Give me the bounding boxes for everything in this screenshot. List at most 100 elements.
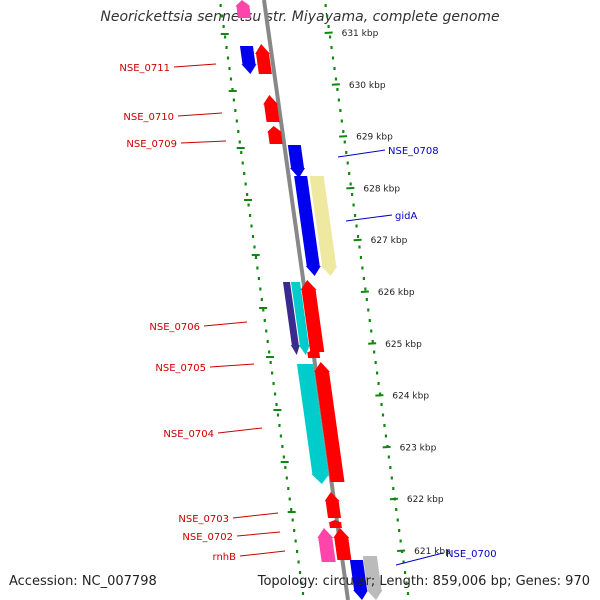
leader-line — [203, 321, 248, 327]
kbp-tick-mark — [331, 83, 340, 86]
track-dot — [405, 581, 408, 585]
track-dot — [389, 466, 392, 469]
kbp-tick-label: 627 kbp — [371, 236, 408, 246]
track-dot — [383, 424, 386, 427]
track-dot — [327, 25, 330, 28]
gene-feature-pink — [235, 0, 252, 18]
gene-feature-nse0706 — [300, 280, 325, 352]
leader-line — [232, 512, 279, 519]
kbp-tick-labels: 631 kbp 630 kbp 629 kbp 628 kbp 627 kbp 626 k… — [342, 29, 451, 557]
track-dot — [384, 434, 388, 438]
track-dot — [232, 98, 235, 102]
gene-label: rnhB — [213, 552, 237, 563]
gene-feature-rnhB-pink — [317, 528, 336, 562]
track-dot — [301, 592, 305, 595]
tick-marks — [220, 31, 406, 552]
track-dot — [326, 14, 329, 18]
leader-line — [337, 149, 386, 158]
label-leader-lines — [173, 63, 444, 566]
gene-label: NSE_0710 — [123, 112, 174, 123]
track-dot — [269, 361, 272, 364]
track-dot — [240, 151, 243, 154]
track-dot — [268, 350, 271, 354]
track-dot — [340, 119, 343, 123]
gene-label: NSE_0700 — [446, 549, 497, 560]
track-dot — [351, 193, 354, 196]
gene-feature-cyan-long — [296, 364, 330, 484]
kbp-tick-label: 630 kbp — [349, 81, 386, 91]
kbp-tick-mark — [346, 186, 355, 190]
track-dot — [254, 256, 258, 259]
track-dots — [219, 4, 410, 595]
track-dot — [273, 392, 277, 396]
leader-line — [209, 363, 255, 368]
track-dot — [272, 382, 275, 385]
leader-line — [180, 140, 227, 144]
kbp-tick-label: 626 kbp — [378, 288, 415, 298]
track-dot — [328, 35, 332, 39]
track-dot — [229, 77, 233, 81]
track-dot — [290, 508, 293, 511]
gene-feature-nse0702 — [328, 520, 343, 528]
track-dot — [300, 581, 303, 585]
kbp-tick-label: 624 kbp — [392, 392, 429, 402]
track-dot — [223, 35, 227, 39]
track-dot — [336, 88, 339, 91]
gene-feature-nse0710 — [263, 95, 280, 122]
track-dot — [349, 182, 352, 186]
kbp-tick-label: 621 kbp — [414, 547, 451, 557]
leader-line — [239, 550, 286, 557]
track-dot — [396, 518, 399, 522]
kbp-tick-mark — [353, 238, 362, 242]
leader-line — [395, 552, 444, 566]
track-dot — [282, 455, 285, 459]
track-dot — [246, 193, 249, 196]
track-dot — [387, 455, 390, 459]
track-dot — [343, 140, 346, 144]
track-dot — [376, 371, 379, 375]
track-dot — [281, 445, 284, 448]
track-dot — [235, 119, 238, 123]
kbp-tick-label: 631 kbp — [342, 29, 379, 39]
track-dot — [222, 25, 225, 28]
track-dot — [356, 235, 360, 238]
track-dot — [297, 560, 300, 564]
gene-label: gidA — [395, 211, 417, 222]
track-dot — [406, 592, 410, 595]
track-dot — [395, 508, 398, 511]
gene-features — [235, 0, 383, 600]
gene-feature-blue — [239, 46, 257, 74]
kbp-tick-mark — [324, 31, 333, 34]
track-dot — [291, 518, 294, 522]
track-dot — [287, 487, 290, 490]
track-dot — [399, 539, 402, 543]
track-dot — [275, 403, 278, 406]
track-dot — [226, 56, 230, 60]
track-dot — [346, 161, 349, 165]
kbp-tick-mark — [368, 342, 377, 345]
track-dot — [293, 529, 296, 532]
gene-label: NSE_0709 — [126, 139, 177, 150]
track-dot — [241, 161, 244, 165]
track-dot — [251, 235, 255, 238]
track-dot — [279, 434, 283, 438]
kbp-tick-mark — [339, 135, 348, 138]
gene-feature-nse0705 — [306, 350, 321, 358]
track-dot — [253, 245, 256, 249]
gene-feature-nse0704 — [314, 362, 345, 482]
genome-title: Neorickettsia sennetsu str. Miyayama, co… — [100, 9, 500, 25]
track-dot — [263, 319, 266, 322]
track-dot — [361, 266, 364, 270]
track-dot — [390, 476, 393, 480]
track-dot — [221, 14, 224, 18]
track-dot — [334, 77, 338, 81]
track-dot — [331, 56, 335, 60]
track-dot — [371, 340, 374, 343]
track-dot — [228, 67, 231, 70]
track-dot — [248, 214, 252, 217]
track-dot — [353, 214, 357, 217]
track-dot — [392, 487, 395, 490]
gene-feature-nse0711 — [255, 44, 272, 74]
track-dot — [368, 319, 371, 322]
track-dot — [256, 266, 259, 270]
